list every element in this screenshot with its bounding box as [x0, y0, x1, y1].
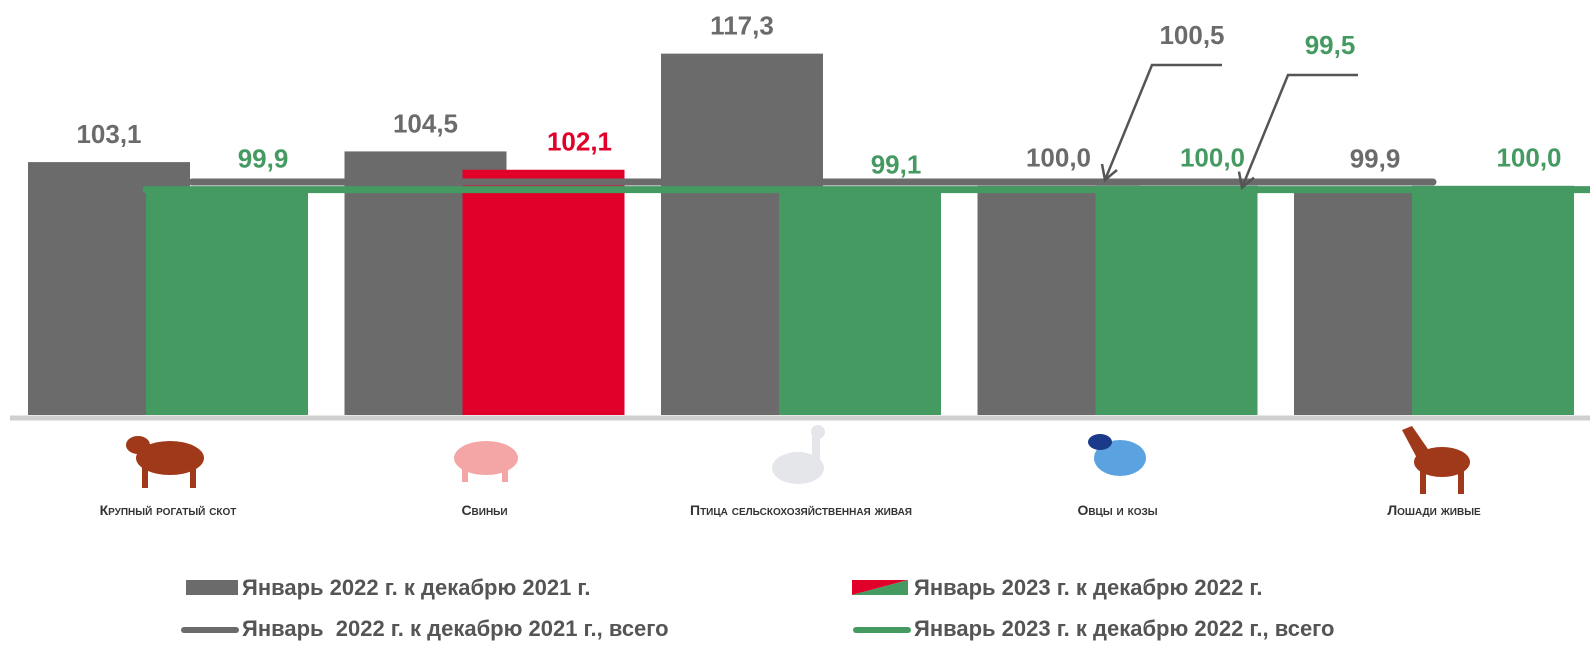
- value-label: 100,0: [1180, 143, 1245, 173]
- callout-line: [1240, 73, 1358, 189]
- callout-line: [1103, 63, 1222, 181]
- callout-arrow: [1237, 171, 1255, 190]
- legend-label: Январь 2023 г. к декабрю 2022 г.: [914, 575, 1263, 600]
- value-label: 103,1: [76, 119, 141, 149]
- value-label: 99,1: [871, 150, 922, 180]
- icon-goose: [772, 425, 825, 484]
- legend-label: Январь 2022 г. к декабрю 2021 г.: [242, 575, 591, 600]
- legend-label: Январь 2023 г. к декабрю 2022 г., всего: [914, 616, 1335, 641]
- category-label: Лошади живые: [1387, 502, 1481, 518]
- value-label: 100,0: [1026, 143, 1091, 173]
- icon-sheep: [1088, 434, 1146, 476]
- bar: [462, 169, 625, 415]
- legend-label: Январь 2022 г. к декабрю 2021 г., всего: [242, 616, 669, 641]
- reference-label: 99,5: [1305, 30, 1356, 60]
- category-label: Птица сельскохозяйственная живая: [690, 502, 912, 518]
- value-label: 100,0: [1496, 143, 1561, 173]
- icon-horse: [1402, 426, 1470, 494]
- callout-arrow: [1100, 163, 1118, 183]
- bar: [779, 192, 941, 415]
- category-label: Овцы и козы: [1077, 502, 1158, 518]
- legend-swatch: [186, 580, 238, 595]
- value-label: 117,3: [710, 11, 774, 41]
- category-label: Свиньи: [461, 502, 508, 518]
- icon-cow: [126, 436, 204, 488]
- bar: [1412, 185, 1574, 415]
- icon-pig: [454, 441, 518, 482]
- category-label: Крупный рогатый скот: [99, 502, 237, 518]
- bar: [1095, 185, 1258, 415]
- value-label: 99,9: [238, 143, 289, 173]
- bar: [146, 186, 308, 415]
- value-label: 99,9: [1350, 143, 1401, 173]
- value-label: 102,1: [547, 127, 612, 157]
- value-label: 104,5: [393, 108, 458, 138]
- legend-swatch: [852, 580, 908, 595]
- reference-label: 100,5: [1159, 20, 1224, 50]
